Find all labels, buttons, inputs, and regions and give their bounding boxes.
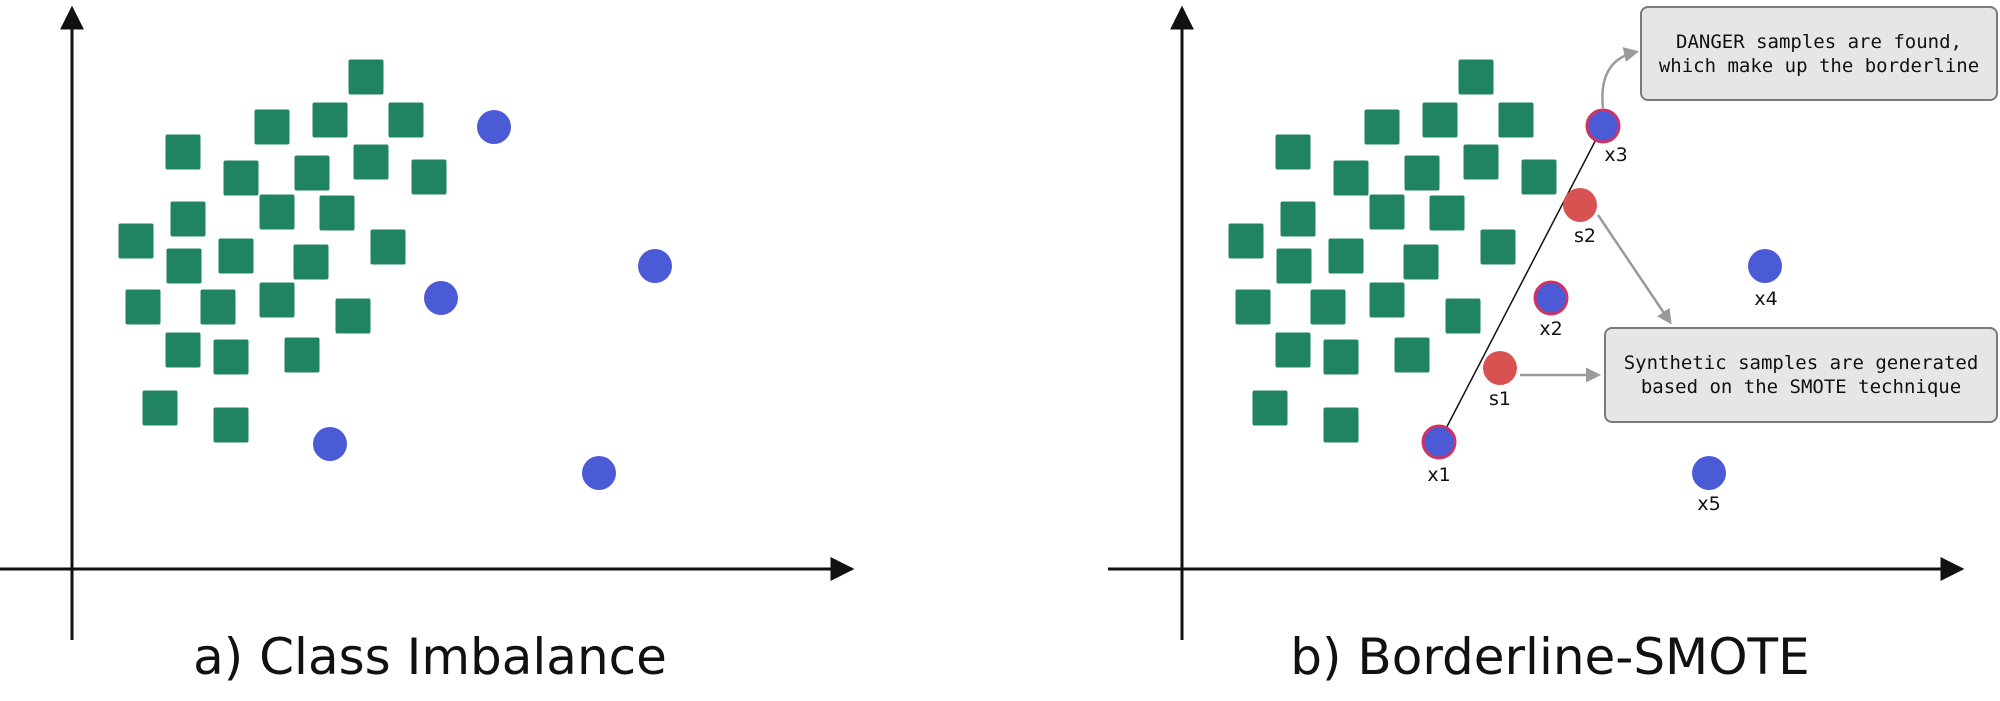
majority-square — [223, 160, 259, 196]
label-x1: x1 — [1427, 464, 1450, 486]
panel-a-caption: a) Class Imbalance — [193, 628, 667, 686]
majority-square — [1235, 289, 1271, 325]
majority-square — [1323, 339, 1359, 375]
majority-square — [293, 244, 329, 280]
synthetic-point-s2 — [1563, 188, 1597, 222]
minority-class-points-a — [313, 110, 672, 490]
majority-square — [118, 223, 154, 259]
majority-square — [1310, 289, 1346, 325]
majority-class-squares-a — [118, 59, 447, 443]
majority-square — [1458, 59, 1494, 95]
majority-square — [1404, 155, 1440, 191]
synthetic-arrow-s2 — [1596, 214, 1672, 325]
minority-point — [477, 110, 511, 144]
majority-square — [1364, 109, 1400, 145]
synthetic-callout-text: Synthetic samples are generated based on… — [1623, 352, 1979, 398]
majority-square — [259, 194, 295, 230]
majority-square — [1422, 102, 1458, 138]
danger-point-x1 — [1421, 424, 1457, 460]
majority-square — [1403, 244, 1439, 280]
label-x4: x4 — [1754, 288, 1777, 310]
majority-class-squares-b — [1228, 59, 1557, 443]
majority-square — [1275, 332, 1311, 368]
synthetic-callout: Synthetic samples are generated based on… — [1604, 327, 1998, 423]
majority-square — [165, 134, 201, 170]
label-x5: x5 — [1697, 493, 1720, 515]
majority-square — [165, 332, 201, 368]
majority-square — [294, 155, 330, 191]
majority-square — [1463, 144, 1499, 180]
minority-point — [582, 456, 616, 490]
danger-point-x2 — [1533, 280, 1569, 316]
danger-arrow — [1601, 47, 1639, 109]
minority-point — [638, 249, 672, 283]
majority-square — [213, 339, 249, 375]
majority-square — [1333, 160, 1369, 196]
majority-square — [1252, 390, 1288, 426]
label-s2: s2 — [1574, 225, 1596, 247]
majority-square — [259, 282, 295, 318]
majority-square — [284, 337, 320, 373]
minority-point-x4 — [1748, 249, 1782, 283]
majority-square — [1369, 282, 1405, 318]
majority-square — [1480, 229, 1516, 265]
minority-point — [424, 281, 458, 315]
label-x2: x2 — [1539, 318, 1562, 340]
majority-square — [213, 407, 249, 443]
majority-square — [1445, 298, 1481, 334]
majority-square — [125, 289, 161, 325]
label-x3: x3 — [1604, 144, 1627, 166]
danger-callout: DANGER samples are found, which make up … — [1640, 6, 1998, 101]
majority-square — [1498, 102, 1534, 138]
majority-square — [335, 298, 371, 334]
majority-square — [254, 109, 290, 145]
majority-square — [1521, 159, 1557, 195]
synthetic-point-s1 — [1483, 351, 1517, 385]
majority-square — [1369, 194, 1405, 230]
majority-square — [1323, 407, 1359, 443]
label-s1: s1 — [1489, 388, 1511, 410]
danger-point-x3 — [1585, 108, 1621, 144]
majority-square — [411, 159, 447, 195]
majority-square — [1228, 223, 1264, 259]
majority-square — [1328, 238, 1364, 274]
minority-class-points-b — [1421, 108, 1782, 490]
majority-square — [170, 201, 206, 237]
majority-square — [142, 390, 178, 426]
majority-square — [200, 289, 236, 325]
majority-square — [348, 59, 384, 95]
majority-square — [1429, 195, 1465, 231]
majority-square — [370, 229, 406, 265]
majority-square — [218, 238, 254, 274]
panel-b-caption: b) Borderline-SMOTE — [1290, 628, 1810, 686]
majority-square — [1280, 201, 1316, 237]
majority-square — [388, 102, 424, 138]
minority-point-x5 — [1692, 456, 1726, 490]
minority-point — [313, 427, 347, 461]
majority-square — [1276, 248, 1312, 284]
majority-square — [312, 102, 348, 138]
majority-square — [1394, 337, 1430, 373]
majority-square — [1275, 134, 1311, 170]
majority-square — [166, 248, 202, 284]
smote-interpolation-line — [1438, 125, 1604, 443]
majority-square — [319, 195, 355, 231]
majority-square — [353, 144, 389, 180]
danger-callout-text: DANGER samples are found, which make up … — [1658, 30, 1980, 77]
